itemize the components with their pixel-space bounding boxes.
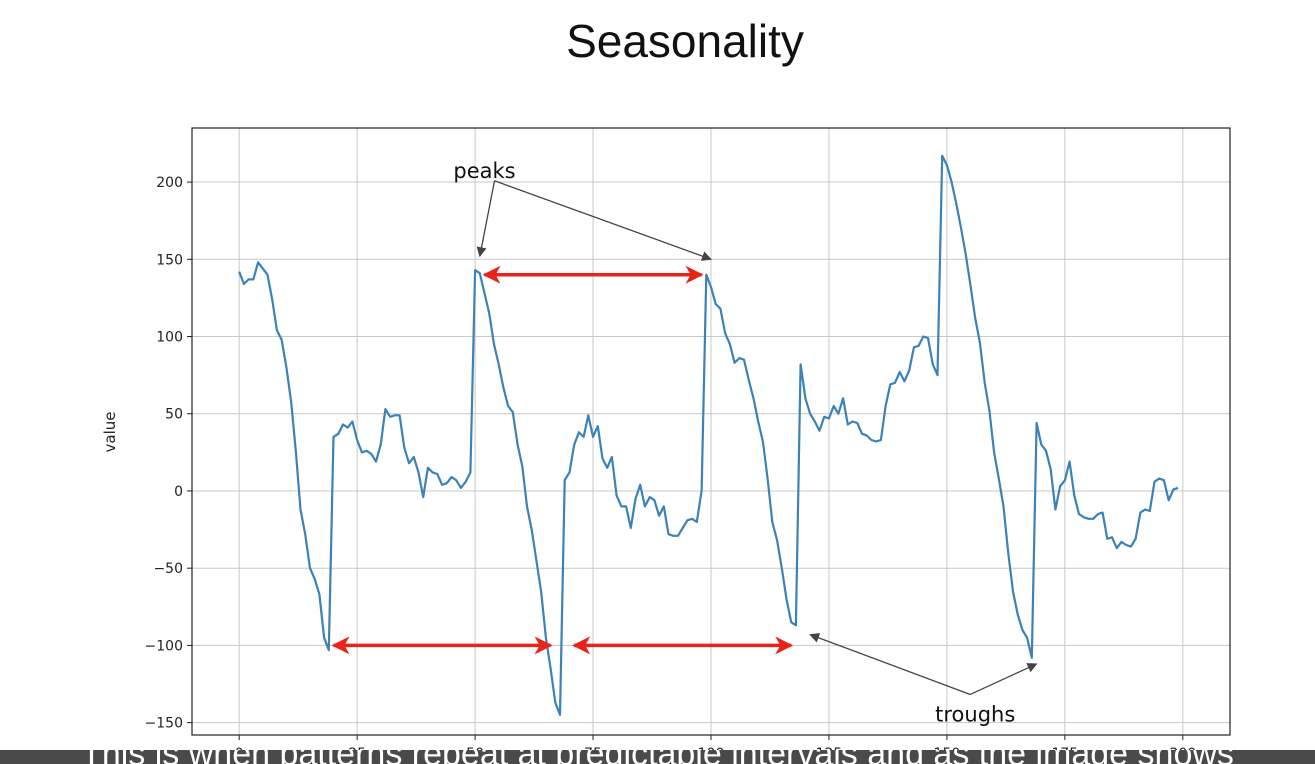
- y-tick-label: 200: [156, 175, 183, 191]
- y-tick-label: −50: [153, 561, 183, 577]
- y-axis-label: value: [101, 412, 119, 453]
- annotation-pointer: [809, 633, 971, 696]
- slide-title: Seasonality: [566, 15, 804, 67]
- series-line-group: [238, 154, 1179, 717]
- series-line: [238, 154, 1179, 717]
- y-tick-label: −150: [145, 716, 183, 732]
- y-tick-label: 50: [165, 407, 183, 423]
- annotations: peaks troughs: [331, 159, 1038, 726]
- axes: 0255075100125150175200−150−100−500501001…: [145, 127, 1231, 762]
- y-tick-label: 0: [174, 484, 183, 500]
- peaks-annotation-label: peaks: [453, 159, 515, 183]
- annotation-pointer: [494, 180, 712, 261]
- y-tick-label: 150: [156, 252, 183, 268]
- caption-bar: This is when patterns repeat at predicta…: [0, 750, 1315, 764]
- caption-text: This is when patterns repeat at predicta…: [0, 750, 1315, 764]
- annotation-pointer: [969, 663, 1038, 696]
- annotation-pointer: [476, 180, 496, 258]
- y-tick-label: 100: [156, 330, 183, 346]
- troughs-annotation-label: troughs: [935, 702, 1015, 726]
- y-tick-label: −100: [145, 638, 183, 654]
- plot-frame: [191, 127, 1231, 736]
